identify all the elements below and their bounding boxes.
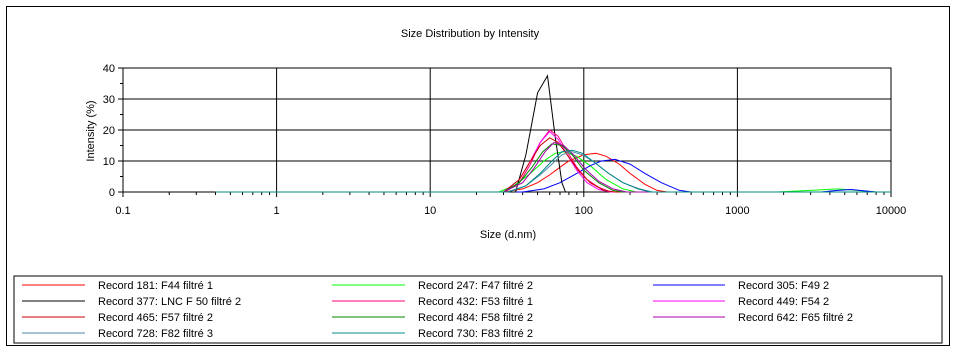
legend-box (13, 275, 943, 344)
legend-label: Record 730: F83 filtré 2 (418, 328, 533, 340)
series-line (215, 130, 891, 193)
legend-label: Record 305: F49 2 (738, 280, 829, 292)
y-tick-label: 40 (103, 63, 115, 75)
series-line (215, 137, 891, 193)
series-line (215, 158, 891, 193)
legend-label: Record 449: F54 2 (738, 296, 829, 308)
legend-label: Record 642: F65 filtré 2 (738, 312, 853, 324)
x-tick-label: 1000 (725, 205, 749, 217)
x-tick-label: 100 (575, 205, 593, 217)
axis-tick-labels: 0 10 20 30 40 0.1 1 10 100 1000 10000 (103, 63, 907, 217)
x-axis-title: Size (d.nm) (480, 229, 536, 241)
legend-label: Record 377: LNC F 50 filtré 2 (98, 296, 241, 308)
x-tick-label: 1 (274, 205, 280, 217)
legend-label: Record 247: F47 filtré 2 (418, 280, 533, 292)
series-line (215, 143, 891, 193)
series-line (215, 149, 891, 193)
y-tick-label: 30 (103, 94, 115, 106)
legend: Record 181: F44 filtré 1 Record 247: F47 … (13, 275, 943, 344)
y-axis-title: Intensity (%) (85, 100, 97, 161)
y-tick-label: 10 (103, 156, 115, 168)
series-line (215, 152, 891, 193)
grid-lines (118, 67, 892, 197)
legend-label: Record 432: F53 filtré 1 (418, 296, 533, 308)
legend-label: Record 484: F58 filtré 2 (418, 312, 533, 324)
chart-title: Size Distribution by Intensity (401, 28, 540, 40)
legend-label: Record 181: F44 filtré 1 (98, 280, 213, 292)
x-tick-label: 10 (424, 205, 436, 217)
series-line (215, 74, 891, 193)
series-layer (215, 74, 891, 193)
series-line (215, 141, 891, 193)
chart-frame (6, 6, 950, 346)
legend-label: Record 728: F82 filtré 3 (98, 328, 213, 340)
x-tick-label: 0.1 (115, 205, 130, 217)
legend-label: Record 465: F57 filtré 2 (98, 312, 213, 324)
y-tick-label: 20 (103, 125, 115, 137)
y-tick-label: 0 (109, 187, 115, 199)
x-tick-label: 10000 (876, 205, 907, 217)
